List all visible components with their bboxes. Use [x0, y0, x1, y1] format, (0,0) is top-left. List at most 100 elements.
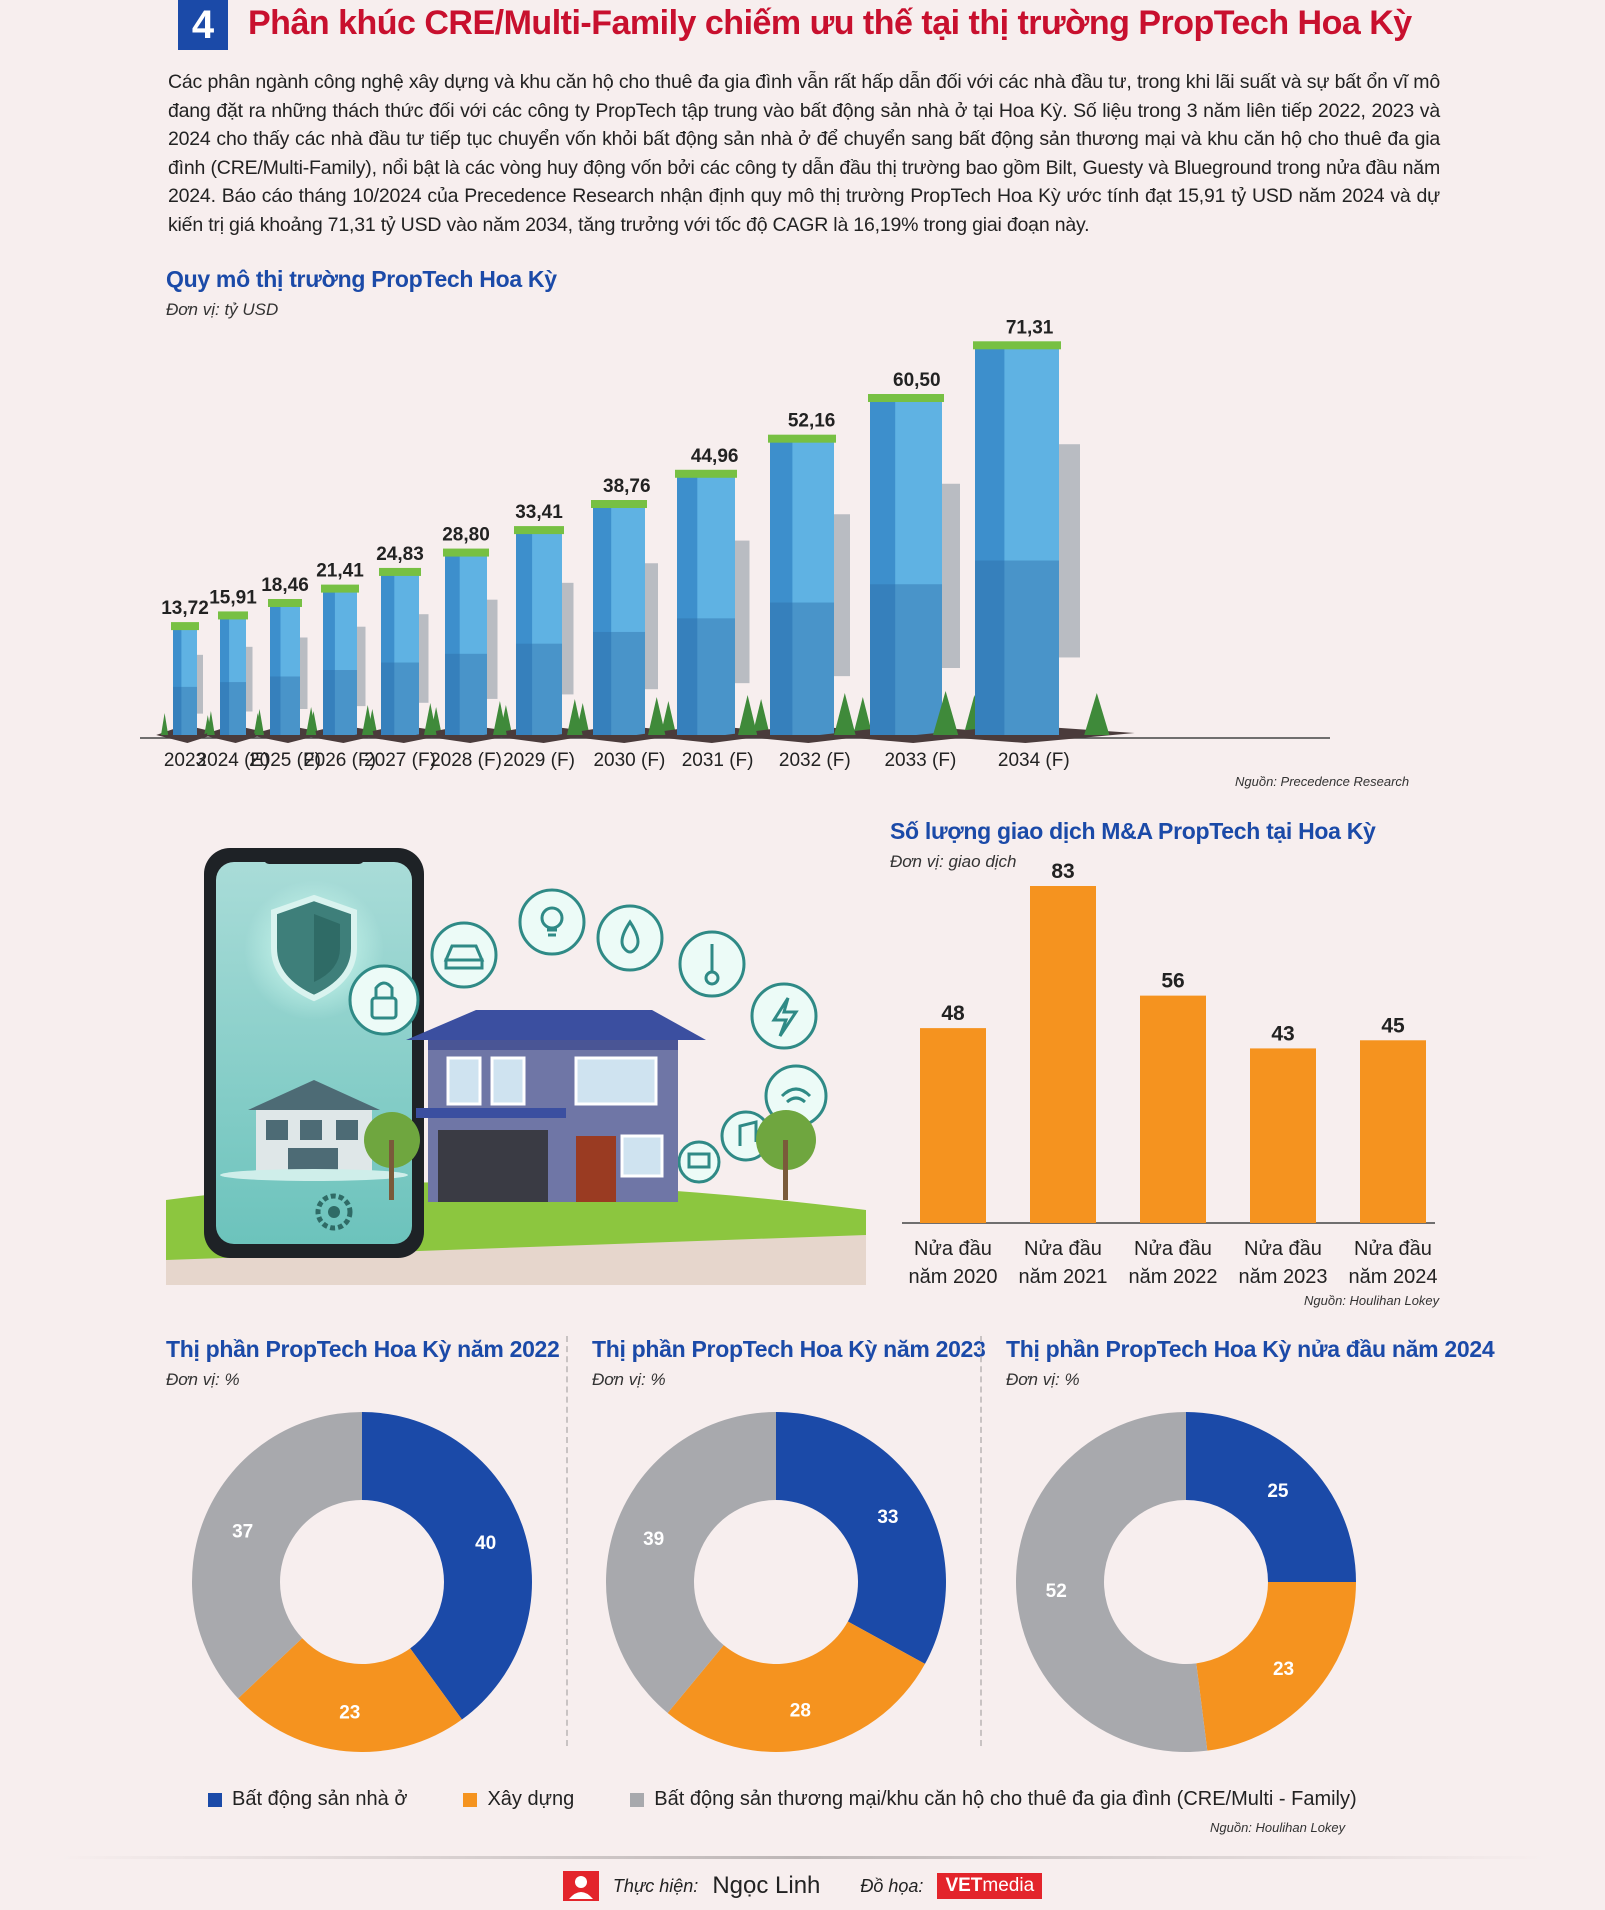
tower-glass-shade	[593, 506, 612, 735]
tower-glass-lower	[381, 662, 419, 735]
tree	[738, 695, 758, 735]
tower-bar	[819, 394, 1007, 743]
market-value-label: 21,41	[316, 561, 364, 582]
tower-bar	[354, 567, 454, 743]
mna-chart-title: Số lượng giao dịch M&A PropTech tại Hoa …	[890, 818, 1376, 844]
legend-label-construction: Xây dựng	[487, 1788, 575, 1810]
tower-glass-shade	[173, 628, 182, 735]
market-category-label: 2031 (F)	[682, 750, 754, 771]
computer-icon	[677, 1140, 721, 1184]
donut-slice	[192, 1412, 362, 1699]
author-label: Thực hiện:	[612, 1875, 699, 1896]
tower-roof	[171, 622, 199, 631]
legend-item-construction: Xây dựng	[463, 1788, 574, 1811]
house-icon	[248, 1080, 380, 1172]
tower-roof	[868, 394, 944, 403]
donut-value-label: 40	[475, 1533, 496, 1554]
tower-roof	[675, 469, 737, 478]
mna-bar	[920, 1028, 986, 1223]
pie-legend: Bất động sản nhà ở Xây dựng Bất động sản…	[208, 1788, 1357, 1811]
mna-category-label: Nửa đầu	[1354, 1238, 1432, 1260]
market-value-label: 13,72	[161, 598, 209, 619]
market-value-label: 52,16	[788, 411, 836, 432]
market-category-label: 2030 (F)	[593, 750, 665, 771]
market-size-chart-title: Quy mô thị trường PropTech Hoa Kỳ	[166, 266, 557, 292]
tower-glass-lower	[323, 670, 357, 735]
tower-roof	[768, 434, 836, 443]
mna-bar	[1250, 1048, 1316, 1223]
pie-2023-unit: Đơn vị: %	[592, 1370, 666, 1389]
donut-slice	[1186, 1412, 1356, 1582]
mna-value-label: 83	[1051, 860, 1074, 883]
tower-glass-lower	[173, 686, 197, 735]
legend-swatch-residential	[208, 1792, 222, 1807]
market-category-label: 2028 (F)	[430, 750, 502, 771]
tree	[933, 691, 959, 735]
author-icon	[562, 1871, 599, 1901]
brand-media: media	[982, 1875, 1035, 1896]
tower-roof	[379, 567, 421, 576]
market-category-label: 2033 (F)	[884, 750, 956, 771]
tower-glass-lower	[445, 653, 487, 735]
tower-bar	[249, 598, 327, 743]
market-value-label: 60,50	[893, 370, 941, 391]
brand-vet: VET	[945, 1875, 983, 1896]
market-category-label: 2025 (F)	[249, 750, 321, 771]
smart-home-illustration	[166, 848, 866, 1285]
donut-slice	[776, 1412, 946, 1664]
footer: Thực hiện: Ngọc Linh Đồ họa: VETmedia	[0, 1862, 1605, 1910]
section-number-badge: 4	[178, 0, 228, 50]
pie-2023-title: Thị phần PropTech Hoa Kỳ năm 2023	[592, 1336, 986, 1362]
legend-swatch-construction	[463, 1792, 478, 1807]
tower-glass-shade	[516, 532, 533, 735]
donut-slice	[1196, 1582, 1356, 1751]
tree	[1084, 693, 1110, 735]
tower-bar	[415, 548, 525, 743]
market-category-label: 2024 (E)	[197, 750, 270, 771]
tower-glass-shade	[270, 604, 281, 735]
pie-chart-2023: 33 28 39	[606, 1412, 946, 1752]
car-icon	[430, 921, 498, 989]
legend-swatch-cre	[630, 1792, 645, 1807]
tower-bar	[201, 611, 270, 743]
tower-glass-shade	[870, 400, 896, 735]
pie-divider-1	[566, 1336, 568, 1746]
tree	[255, 709, 264, 735]
tower-glass-shade	[445, 554, 460, 735]
tower-bar	[556, 500, 692, 743]
mna-category-label: năm 2020	[909, 1266, 998, 1288]
padlock-icon	[348, 964, 420, 1036]
graphics-label: Đồ họa:	[860, 1875, 924, 1896]
tower-bar	[299, 584, 388, 743]
house-illustration	[364, 1010, 816, 1202]
tower-roof	[591, 500, 647, 509]
tower-bar	[916, 341, 1135, 743]
tree	[306, 707, 317, 735]
pie-2024-unit: Đơn vị: %	[1006, 1370, 1080, 1389]
market-category-label: 2034 (F)	[998, 750, 1070, 771]
legend-label-residential: Bất động sản nhà ở	[232, 1788, 408, 1810]
mna-bar	[1140, 995, 1206, 1223]
tower-bar	[483, 526, 604, 743]
donut-value-label: 37	[232, 1521, 253, 1542]
donut-value-label: 25	[1267, 1481, 1289, 1502]
legend-item-cre: Bất động sản thương mại/khu căn hộ cho t…	[630, 1788, 1357, 1811]
tower-glass-lower	[270, 676, 300, 735]
author-name: Ngọc Linh	[712, 1872, 821, 1899]
market-value-label: 71,31	[1006, 317, 1054, 338]
footer-divider	[60, 1856, 1545, 1859]
tower-glass-lower	[975, 560, 1059, 735]
mna-value-label: 48	[941, 1002, 965, 1025]
tree	[362, 705, 374, 735]
mna-category-label: Nửa đầu	[1134, 1238, 1212, 1260]
market-value-label: 15,91	[209, 587, 257, 608]
tower-glass-lower	[770, 602, 834, 735]
pie-2022-unit: Đơn vị: %	[166, 1370, 240, 1389]
tower-roof	[268, 598, 302, 607]
mna-deals-chart: 48 Nửa đầu năm 2020 83 Nửa đầu năm 2021 56 Nửa …	[902, 860, 1437, 1288]
market-category-label: 2029 (F)	[503, 750, 575, 771]
mna-chart-unit: Đơn vị: giao dịch	[890, 852, 1017, 871]
donut-slice	[238, 1638, 462, 1752]
intro-paragraph: Các phân ngành công nghệ xây dựng và khu…	[168, 71, 1440, 236]
tree	[161, 713, 169, 735]
